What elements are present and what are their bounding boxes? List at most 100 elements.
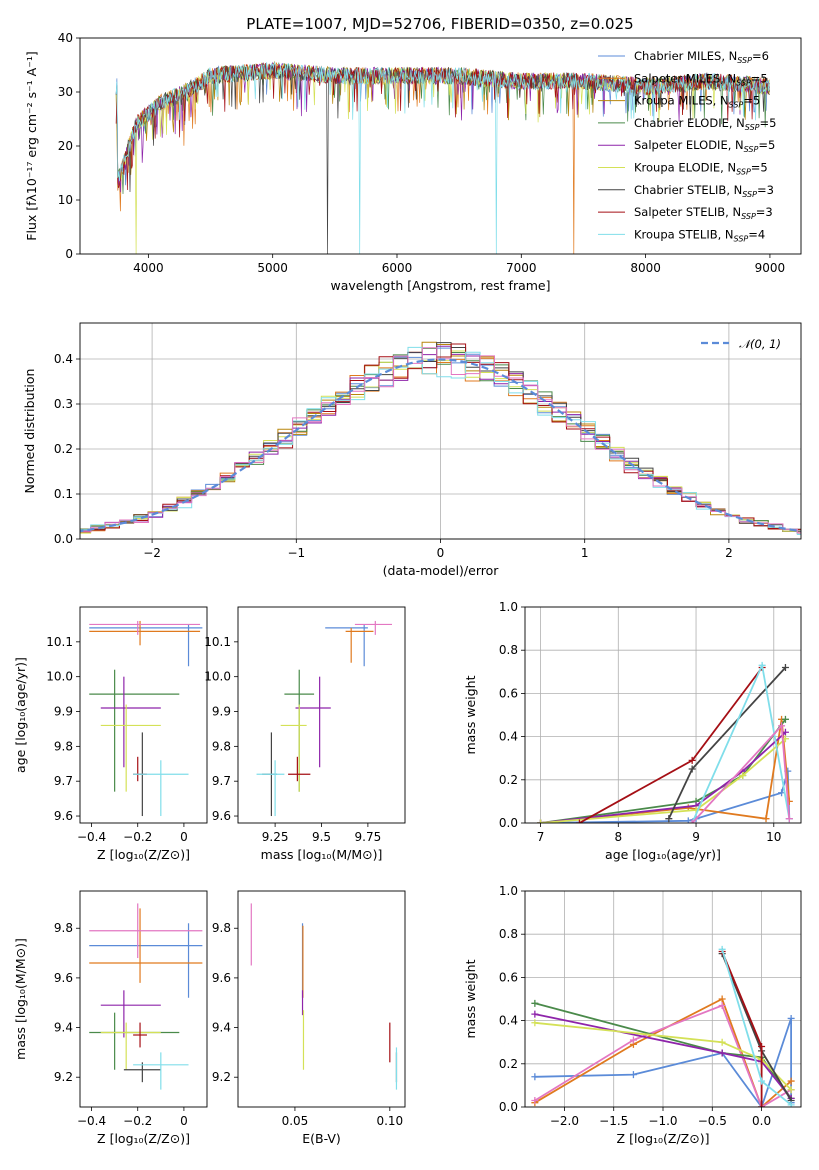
y-tick-label: 0.2: [54, 442, 73, 456]
data-point: [133, 756, 147, 782]
weight-marker: [718, 945, 726, 953]
weight-series-line: [691, 662, 791, 823]
histograms: [80, 341, 801, 535]
mass-weight-vs-Z-panel: −2.0 −1.5 −1.0 −0.5 0.0 0.0 0.2 0.4 0.6 0.8 1.0 Z […: [463, 884, 802, 1146]
data-point: [133, 1022, 147, 1048]
x-axis-label: Z [log₁₀(Z/Z⊙)]: [97, 1131, 190, 1146]
weight-marker: [531, 1073, 539, 1081]
spectrum-legend: Chabrier MILES, NSSP=6 Salpeter MILES, NS…: [598, 49, 776, 243]
y-tick-label: 9.6: [54, 809, 73, 823]
weight-marker: [787, 1086, 795, 1094]
y-tick-label: 0: [65, 247, 73, 261]
plot-frame: [524, 890, 802, 1108]
weight-marker: [781, 715, 789, 723]
weight-marker: [718, 1049, 726, 1057]
data-point: [345, 627, 374, 663]
y-tick-label: 40: [58, 31, 73, 45]
data-point: [133, 760, 189, 817]
data-point: [325, 624, 368, 667]
y-tick-label: 1.0: [499, 884, 518, 898]
weight-series-line: [534, 1002, 792, 1099]
y-tick-label: 9.8: [212, 921, 231, 935]
x-tick-label: 0: [437, 546, 445, 560]
y-tick-label: 0.8: [499, 643, 518, 657]
y-tick-label: 9.9: [212, 705, 231, 719]
figure-title: PLATE=1007, MJD=52706, FIBERID=0350, z=0…: [246, 15, 633, 33]
weight-marker: [531, 1019, 539, 1027]
weight-marker: [531, 1097, 539, 1105]
error-bars: [89, 903, 203, 1090]
data-point: [89, 923, 203, 998]
spectrum-panel: 4000 5000 6000 7000 8000 9000 0 10 20 30 40 wavelen…: [24, 31, 802, 293]
legend-entry: Kroupa ELODIE, NSSP=5: [634, 161, 768, 177]
x-tick-label: 9.25: [262, 830, 289, 844]
plot-frame: [79, 37, 802, 255]
weight-marker: [688, 819, 696, 823]
weight-marker: [575, 819, 583, 823]
data-point: [89, 908, 203, 983]
y-tick-label: 9.4: [54, 1021, 73, 1035]
legend-entry: Chabrier MILES, NSSP=6: [634, 49, 769, 65]
weight-series-line: [534, 1018, 792, 1107]
weight-marker: [718, 995, 726, 1003]
spectrum-series-line: [115, 61, 770, 254]
x-tick-label: −2: [143, 546, 161, 560]
weight-marker: [629, 1071, 637, 1079]
x-tick-label: −0.5: [698, 1114, 727, 1128]
x-tick-label: 0.05: [282, 1114, 309, 1128]
y-axis-label: mass weight: [463, 675, 478, 754]
y-tick-label: 10.0: [204, 670, 231, 684]
y-tick-label: 9.6: [212, 971, 231, 985]
x-tick-label: 10: [766, 830, 781, 844]
x-tick-label: 8: [614, 830, 622, 844]
error-bars: [256, 620, 393, 817]
weight-marker: [718, 1038, 726, 1046]
plot-frame: [79, 890, 208, 1108]
x-axis-label: E(B-V): [302, 1131, 341, 1146]
y-tick-label: 0.3: [54, 397, 73, 411]
x-axis-label: age [log₁₀(age/yr)]: [605, 847, 721, 862]
x-tick-label: 2: [725, 546, 733, 560]
weight-marker: [531, 1010, 539, 1018]
y-tick-label: 9.8: [54, 921, 73, 935]
x-tick-label: 0.10: [376, 1114, 403, 1128]
data-point: [89, 624, 203, 667]
x-tick-label: 4000: [133, 261, 164, 275]
data-point: [100, 704, 161, 792]
weight-marker: [787, 1101, 795, 1107]
y-tick-label: 9.2: [212, 1070, 231, 1084]
y-tick-label: 10.1: [204, 635, 231, 649]
y-tick-label: 1.0: [499, 600, 518, 614]
x-tick-label: −0.2: [123, 830, 152, 844]
weight-series-line: [540, 770, 791, 823]
y-axis-label: mass [log₁₀(M/M⊙)]: [13, 938, 28, 1060]
x-axis-label: mass [log₁₀(M/M⊙)]: [261, 847, 383, 862]
plot-frame: [79, 322, 802, 540]
weight-marker: [665, 815, 673, 823]
mass-vs-EBV-panel: 0.05 0.10 9.2 9.4 9.6 9.8 E(B-V): [212, 890, 406, 1146]
weight-series-line: [578, 666, 763, 823]
x-axis-label: wavelength [Angstrom, rest frame]: [330, 278, 550, 293]
y-tick-label: 0.0: [499, 1100, 518, 1114]
legend-entry: Kroupa MILES, NSSP=5: [634, 94, 760, 110]
weight-marker: [718, 1001, 726, 1009]
data-point: [133, 1052, 189, 1090]
y-tick-label: 0.0: [54, 532, 73, 546]
x-tick-label: 7000: [506, 261, 537, 275]
legend-entry: Kroupa STELIB, NSSP=4: [634, 227, 765, 243]
error-bars: [89, 620, 203, 817]
y-tick-label: 9.6: [212, 809, 231, 823]
weight-lines: [531, 945, 795, 1107]
weight-marker: [684, 817, 692, 823]
y-axis-label: age [log₁₀(age/yr)]: [13, 657, 28, 773]
x-tick-label: 0: [180, 1114, 188, 1128]
x-tick-label: −0.2: [123, 1114, 152, 1128]
x-tick-label: 7: [537, 830, 545, 844]
weight-series-line: [534, 1013, 792, 1099]
y-tick-label: 9.8: [54, 739, 73, 753]
weight-marker: [762, 815, 770, 823]
y-tick-label: 10: [58, 193, 73, 207]
y-tick-label: 0.6: [499, 970, 518, 984]
weight-marker: [537, 819, 545, 823]
